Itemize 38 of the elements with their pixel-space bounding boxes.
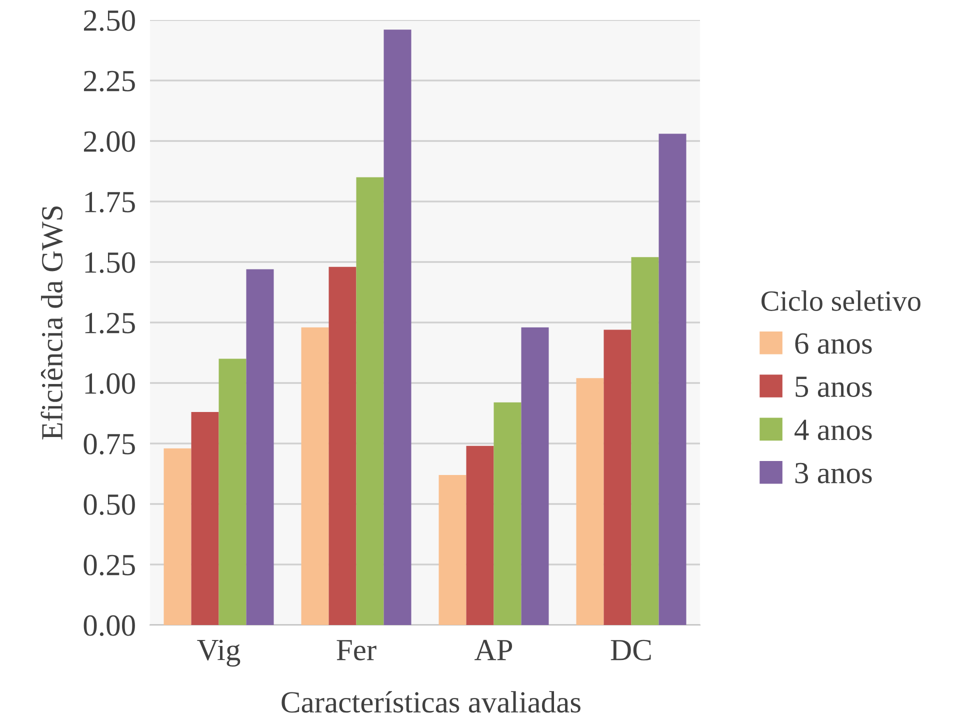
legend-label: 5 anos xyxy=(796,376,872,398)
y-tick-label: 2.00 xyxy=(84,131,135,152)
y-tick-label: 1.25 xyxy=(85,312,135,334)
y-tick-label: 1.75 xyxy=(85,192,135,213)
y-tick-label: 1.00 xyxy=(85,373,135,394)
x-tick-label: Vig xyxy=(197,640,240,667)
bar xyxy=(604,330,632,625)
bar xyxy=(521,327,549,625)
bar xyxy=(301,327,329,625)
bar xyxy=(576,378,604,625)
bar xyxy=(356,177,384,625)
bar xyxy=(631,257,659,625)
legend-label: 3 anos xyxy=(795,462,872,484)
y-tick-label: 2.25 xyxy=(84,70,135,92)
legend-label: 6 anos xyxy=(795,333,872,354)
y-tick-label: 2.50 xyxy=(84,10,135,32)
y-tick-label: 0.50 xyxy=(84,494,135,516)
bar xyxy=(164,448,192,625)
y-axis-title: Eficiência da GWS xyxy=(40,206,63,440)
bar xyxy=(384,30,412,625)
bar xyxy=(658,134,686,625)
bar xyxy=(494,402,522,625)
bar xyxy=(438,474,466,625)
y-tick-label: 0.75 xyxy=(84,434,135,455)
x-tick-label: AP xyxy=(474,640,512,660)
bar xyxy=(328,266,356,625)
legend-label: 4 anos xyxy=(794,420,872,440)
bar xyxy=(466,446,494,625)
x-tick-label: Fer xyxy=(336,640,376,660)
y-tick-label: 1.50 xyxy=(85,252,135,274)
bar xyxy=(246,269,274,625)
y-tick-label: 0.00 xyxy=(84,615,135,636)
y-tick-label: 0.25 xyxy=(84,554,135,576)
x-axis-title: Características avaliadas xyxy=(282,691,580,713)
bar xyxy=(191,412,219,625)
bar xyxy=(218,358,246,625)
x-tick-label: DC xyxy=(610,640,651,660)
legend-title: Ciclo seletivo xyxy=(762,290,920,311)
